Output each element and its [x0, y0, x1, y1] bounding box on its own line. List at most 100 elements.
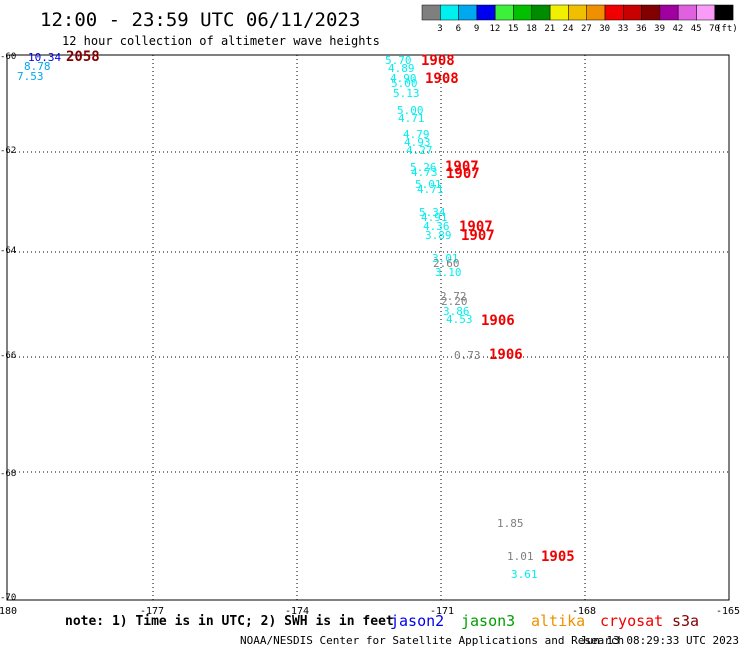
wave-height-value: 4.71 [417, 183, 444, 196]
wave-height-value: 0.73 [454, 349, 481, 362]
wave-height-value: 7.53 [17, 70, 44, 83]
legend-swatch [568, 4, 587, 21]
wave-height-value: 10.34 [28, 51, 61, 64]
legend-swatch [421, 4, 441, 21]
wave-height-value: 5.26 [410, 161, 437, 174]
wave-height-value: 4.89 [388, 62, 415, 75]
pass-time-label: 2058 [66, 49, 100, 65]
generation-timestamp: Jun 13 08:29:33 UTC 2023 [580, 634, 739, 647]
wave-height-value: 1.85 [497, 517, 524, 530]
satellite-legend: jason2 jason3 altika cryosat s3a [390, 612, 699, 630]
wave-height-value: 3.01 [432, 252, 459, 265]
legend-label: 18 [526, 24, 537, 34]
pass-time-label: 1907 [445, 159, 479, 175]
legend-swatch [604, 4, 624, 21]
legend-swatch [549, 4, 569, 21]
longitude-tick: -171 [430, 606, 454, 617]
legend-label: 33 [618, 24, 629, 34]
legend-swatch [458, 4, 478, 21]
legend-swatch [641, 4, 661, 21]
legend-label: 30 [599, 24, 610, 34]
legend-label: 27 [581, 24, 592, 34]
wave-height-value: 4.91 [421, 211, 448, 224]
legend-label: 70 [709, 24, 720, 34]
latitude-tick: -60 [0, 52, 16, 62]
latitude-tick: -64 [0, 246, 16, 256]
wave-height-value: 4.27 [406, 144, 433, 157]
wave-height-value: 2.72 [440, 290, 467, 303]
legend-label: 21 [544, 24, 555, 34]
pass-time-label: 1907 [446, 166, 480, 182]
legend-swatch [513, 4, 533, 21]
wave-height-value: 3.61 [511, 568, 538, 581]
satellite-name: cryosat [600, 612, 663, 630]
pass-time-label: 1908 [425, 71, 459, 87]
legend-swatch [714, 4, 734, 21]
legend-label: 36 [636, 24, 647, 34]
longitude-tick: -168 [572, 606, 596, 617]
pass-time-label: 1907 [461, 228, 495, 244]
wave-height-value: 5.00 [397, 104, 424, 117]
map-subtitle: 12 hour collection of altimeter wave hei… [62, 34, 380, 48]
footnote: note: 1) Time is in UTC; 2) SWH is in fe… [65, 614, 394, 629]
legend-swatch [440, 4, 459, 21]
legend-swatch [586, 4, 606, 21]
legend-swatch [494, 4, 514, 21]
wave-height-value: 4.36 [423, 220, 450, 233]
wave-height-value: 3.10 [435, 266, 462, 279]
legend-swatch [696, 4, 716, 21]
wave-height-value: 4.79 [403, 128, 430, 141]
latitude-tick: -66 [0, 351, 16, 361]
legend-label: 42 [672, 24, 683, 34]
wave-height-value: 4.53 [446, 313, 473, 326]
longitude-tick: -174 [285, 606, 309, 617]
wave-height-value: 2.60 [433, 257, 460, 270]
legend-label: 6 [456, 24, 461, 34]
lat-lon-grid [7, 55, 729, 600]
legend-swatch [623, 4, 642, 21]
satellite-name: jason3 [461, 612, 515, 630]
legend-label: 9 [474, 24, 479, 34]
wave-height-value: 5.00 [391, 77, 418, 90]
wave-height-value: 4.93 [404, 136, 431, 149]
legend-swatch [677, 4, 697, 21]
wave-height-value: 8.78 [24, 60, 51, 73]
legend-label: 45 [691, 24, 702, 34]
wave-height-value: 4.73 [411, 166, 438, 179]
pass-time-label: 1906 [489, 347, 523, 363]
legend-label: 24 [563, 24, 574, 34]
color-legend: 3 6 9 12 15 18 21 24 27 30 33 36 39 42 45 70(ft) [421, 4, 738, 34]
wave-height-value: 4.90 [390, 72, 417, 85]
legend-label: 3 [437, 24, 442, 34]
map-frame [6, 54, 730, 601]
latitude-labels: -60 -62 -64 -66 -68 -70 [0, 52, 16, 603]
satellite-name: s3a [672, 612, 699, 630]
longitude-labels: -180 -177 -174 -171 -168 -165 [0, 606, 740, 617]
latitude-tick: -68 [0, 469, 16, 479]
pass-time-label: 1905 [541, 549, 575, 565]
credit-line: NOAA/NESDIS Center for Satellite Applica… [240, 634, 624, 647]
legend-swatch [531, 4, 551, 21]
legend-label: 15 [508, 24, 519, 34]
wave-height-value: 3.89 [425, 229, 452, 242]
longitude-tick: -177 [140, 606, 164, 617]
pass-time-label: 1906 [481, 313, 515, 329]
wave-height-value: 5.70 [385, 54, 412, 67]
wave-height-value: 4.71 [398, 112, 425, 125]
legend-unit: (ft) [716, 24, 738, 34]
pass-time-label: 1907 [459, 219, 493, 235]
wave-height-value: 5.13 [393, 87, 420, 100]
legend-label: 12 [489, 24, 500, 34]
longitude-tick: -180 [0, 606, 17, 617]
latitude-tick: -62 [0, 146, 16, 156]
pass-time-label: 1908 [421, 53, 455, 69]
wave-height-value: 1.01 [507, 550, 534, 563]
map-title: 12:00 - 23:59 UTC 06/11/2023 [40, 9, 360, 31]
longitude-tick: -165 [716, 606, 740, 617]
wave-height-value: 2.20 [441, 295, 468, 308]
latitude-tick: -70 [0, 593, 16, 603]
legend-label: 39 [654, 24, 665, 34]
legend-swatch [476, 4, 496, 21]
